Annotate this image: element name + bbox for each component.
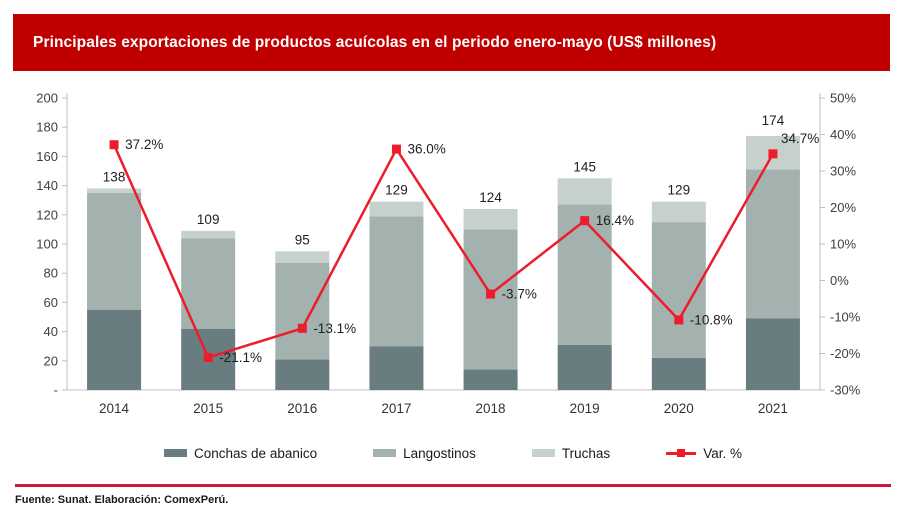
left-axis-tick-label: 180 <box>36 120 58 135</box>
variation-line <box>112 144 775 360</box>
bar-segment-2021-0 <box>745 318 800 390</box>
title-banner: Principales exportaciones de productos a… <box>13 14 890 71</box>
right-axis-tick-label: 40% <box>830 127 856 142</box>
bar-segment-2018-1 <box>463 229 518 370</box>
legend-item-truchas: Truchas <box>531 445 611 461</box>
legend-label-truchas: Truchas <box>561 445 611 461</box>
chart-canvas: 200 180 160 140 120 100 80 60 40 20 - 50% 40% 30% 20% 1… <box>36 91 861 417</box>
left-axis-tick-label: 140 <box>36 178 58 193</box>
bar-segment-2018-2 <box>463 208 518 230</box>
left-axis-tick-label: 200 <box>36 91 58 106</box>
right-axis-tick-label: -30% <box>830 383 861 398</box>
x-axis-category-label: 2020 <box>664 401 694 416</box>
legend-var-line-icon <box>666 448 697 458</box>
left-axis-tick-label: 80 <box>44 266 58 281</box>
variation-value-label: 36.0% <box>407 142 445 157</box>
x-axis-category-label: 2017 <box>381 401 411 416</box>
variation-marker <box>391 144 401 154</box>
x-axis-category-label: 2016 <box>287 401 317 416</box>
left-axis-tick-label: 20 <box>44 353 58 368</box>
variation-marker <box>109 140 119 150</box>
legend-label-conchas: Conchas de abanico <box>194 445 318 461</box>
right-axis-tick-label: 0% <box>830 273 849 288</box>
bar-segment-2019-0 <box>557 344 612 390</box>
variation-marker <box>486 289 496 299</box>
variation-value-label: -21.1% <box>219 350 262 365</box>
left-axis-tick-label: 120 <box>36 207 58 222</box>
bar-segment-2020-2 <box>651 201 706 223</box>
bar-segment-2014-2 <box>87 188 142 193</box>
legend-item-conchas: Conchas de abanico <box>164 446 317 461</box>
bar-segment-2020-1 <box>651 222 706 358</box>
footer-divider <box>15 484 891 487</box>
bar-segment-2016-0 <box>275 359 330 390</box>
bar-segment-2021-1 <box>745 169 800 319</box>
left-axis-tick-label: 160 <box>36 149 58 164</box>
x-axis-category-label: 2021 <box>758 401 788 416</box>
bar-segment-2015-1 <box>181 238 236 329</box>
bar-segment-2017-2 <box>369 201 424 217</box>
legend-item-var: Var. % <box>666 446 742 461</box>
bar-segment-2014-0 <box>87 309 142 390</box>
bar-segment-2018-0 <box>463 369 518 390</box>
right-axis-tick-label: 30% <box>830 164 856 179</box>
bar-total-label: 129 <box>668 183 691 198</box>
legend-swatch-conchas <box>164 449 188 457</box>
legend-label-var: Var. % <box>703 445 742 461</box>
variation-marker <box>203 353 213 363</box>
bar-segment-2020-0 <box>651 357 706 390</box>
variation-value-label: 16.4% <box>596 213 634 228</box>
bar-total-label: 145 <box>573 159 596 174</box>
variation-value-label: 34.7% <box>781 131 819 146</box>
bar-segment-2015-2 <box>181 230 236 239</box>
right-axis-tick-label: 10% <box>830 237 856 252</box>
bar-segment-2019-1 <box>557 204 612 345</box>
left-axis-tick-label: 40 <box>44 324 58 339</box>
variation-marker <box>297 323 307 333</box>
variation-value-label: -3.7% <box>502 287 537 302</box>
bar-segment-2017-1 <box>369 216 424 347</box>
variation-value-label: -10.8% <box>690 312 733 327</box>
bar-total-label: 129 <box>385 183 408 198</box>
variation-marker <box>768 149 778 159</box>
bar-total-label: 109 <box>197 212 220 227</box>
legend-label-langostinos: Langostinos <box>403 445 476 461</box>
legend-item-langostinos: Langostinos <box>373 446 476 461</box>
left-axis-tick-label: 60 <box>44 295 58 310</box>
legend-swatch-truchas <box>531 449 555 457</box>
right-axis-tick-label: 50% <box>830 91 856 106</box>
bar-segment-2019-2 <box>557 178 612 205</box>
right-axis-tick-label: -20% <box>830 346 861 361</box>
legend-swatch-langostinos <box>373 449 397 457</box>
bar-segment-2014-1 <box>87 192 142 310</box>
chart-legend: Conchas de abanico Langostinos Truchas V… <box>40 440 866 466</box>
bar-total-label: 124 <box>479 190 502 205</box>
x-axis-category-label: 2015 <box>193 401 223 416</box>
x-axis-category-label: 2019 <box>570 401 600 416</box>
bar-segment-2016-2 <box>275 251 330 263</box>
page-title: Principales exportaciones de productos a… <box>33 33 717 51</box>
left-axis-tick-label: - <box>54 383 58 398</box>
source-note: Fuente: Sunat. Elaboración: ComexPerú. <box>15 494 229 506</box>
variation-value-label: 37.2% <box>125 137 163 152</box>
right-axis-tick-label: 20% <box>830 200 856 215</box>
variation-marker <box>674 315 684 325</box>
variation-value-label: -13.1% <box>313 321 356 336</box>
right-axis-tick-label: -10% <box>830 310 861 325</box>
bar-segment-2016-1 <box>275 262 330 360</box>
bar-total-label: 174 <box>762 113 785 128</box>
x-axis-category-label: 2014 <box>99 401 130 416</box>
variation-marker <box>580 216 590 226</box>
x-axis-category-label: 2018 <box>476 401 506 416</box>
combo-chart: 200 180 160 140 120 100 80 60 40 20 - 50% 40% 30% 20% 1… <box>0 80 906 425</box>
bar-total-label: 138 <box>103 170 126 185</box>
bar-segment-2017-0 <box>369 346 424 390</box>
bar-total-label: 95 <box>295 232 310 247</box>
left-axis-tick-label: 100 <box>36 237 58 252</box>
